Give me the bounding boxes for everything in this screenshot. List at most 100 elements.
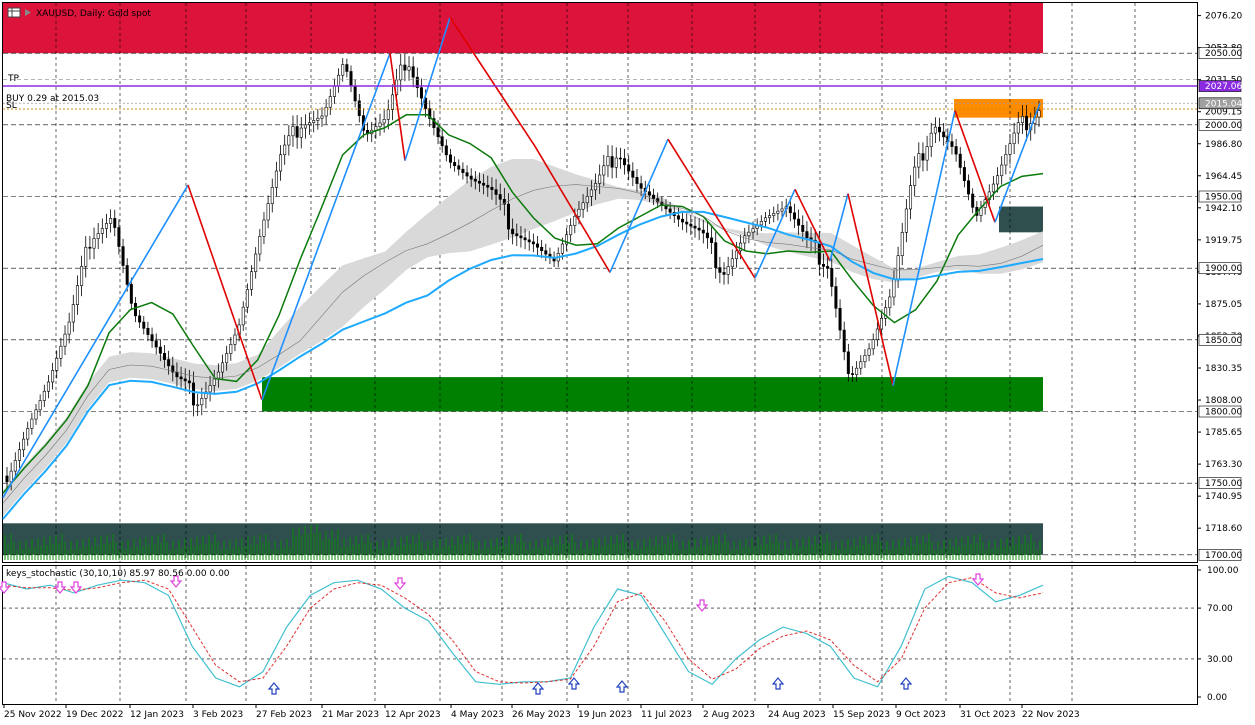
candle-body: [1025, 115, 1029, 131]
candle-body: [850, 373, 854, 375]
candle-body: [602, 165, 606, 176]
candle-body: [121, 246, 125, 266]
price-tick-label: 1785.65: [1205, 428, 1242, 438]
candle-body: [962, 167, 966, 182]
price-tick-label: 1875.05: [1205, 300, 1242, 310]
time-label: 4 May 2023: [451, 710, 504, 720]
buy-arrow-icon: [899, 677, 913, 690]
zigzag-segment: [954, 110, 996, 223]
candle-body: [274, 170, 278, 188]
candle-body: [668, 208, 672, 213]
candle-body: [192, 382, 196, 406]
candle-body: [896, 255, 900, 280]
candle-body: [204, 391, 208, 399]
stoch-signal-line: [2, 577, 1044, 684]
zigzag-segment: [449, 16, 536, 147]
candle-body: [759, 220, 763, 226]
candle-body: [75, 285, 79, 305]
candle-body: [382, 119, 386, 124]
level-badge: [1198, 549, 1242, 561]
main-chart-frame[interactable]: [2, 2, 1198, 563]
candle-body: [287, 135, 291, 146]
candle-body: [589, 189, 593, 197]
candle-body: [656, 198, 660, 203]
buy-arrow-icon: [567, 677, 581, 690]
candle-body: [623, 158, 627, 166]
candle-body: [100, 228, 104, 234]
buy-arrow-icon: [615, 680, 629, 693]
ma-cloud: [3, 159, 1043, 517]
candle-body: [502, 199, 506, 205]
ma-blue-line: [2, 210, 1044, 520]
candle-body: [465, 172, 469, 177]
candle-body: [473, 178, 477, 182]
candle-body: [316, 117, 320, 121]
sl-label: SL: [6, 101, 17, 111]
candle-body: [614, 157, 618, 168]
candle-body: [196, 404, 200, 407]
price-tick-label: 1718.60: [1205, 524, 1242, 534]
candle-body: [527, 239, 531, 243]
candle-body: [258, 236, 262, 255]
candle-body: [676, 215, 680, 220]
candle-body: [9, 470, 13, 483]
candle-body: [867, 348, 871, 356]
candle-body: [842, 329, 846, 353]
time-label: 21 Mar 2023: [322, 710, 379, 720]
candle-body: [299, 127, 303, 138]
sell-arrow-icon: [169, 575, 183, 588]
candle-body: [598, 174, 602, 184]
price-tick-label: 2076.20: [1205, 12, 1242, 22]
symbol-menu-icon[interactable]: [7, 7, 21, 18]
candle-body: [461, 168, 465, 173]
level-badge: [1198, 262, 1242, 274]
stoch-tick-label: 70.00: [1207, 604, 1233, 614]
buy-arrow-icon: [267, 682, 281, 695]
candle-body: [925, 146, 929, 161]
candle-body: [457, 165, 461, 170]
candle-body: [320, 115, 324, 119]
candle-body: [84, 246, 88, 267]
candle-body: [245, 289, 249, 308]
candle-body: [996, 175, 1000, 185]
candle-body: [92, 238, 96, 249]
candle-body: [241, 306, 245, 326]
candle-body: [573, 215, 577, 226]
candle-body: [855, 367, 859, 375]
candle-body: [125, 265, 129, 285]
candle-body: [697, 227, 701, 231]
collapse-arrow-icon[interactable]: [25, 9, 31, 16]
level-badge-label: 1750.00: [1205, 479, 1242, 489]
zigzag-segment: [261, 52, 391, 401]
candle-body: [635, 177, 639, 184]
price-tick-label: 2009.15: [1205, 108, 1242, 118]
candle-body: [627, 164, 631, 172]
candle-body: [859, 361, 863, 369]
price-tick-label: 1919.75: [1205, 236, 1242, 246]
candle-body: [212, 378, 216, 386]
candle-body: [490, 186, 494, 190]
ma-green-line: [2, 114, 1044, 494]
candle-body: [332, 85, 336, 97]
candle-body: [714, 242, 718, 268]
candle-body: [154, 340, 158, 348]
candle-body: [34, 409, 38, 420]
level-badge-label: 2050.00: [1205, 49, 1242, 59]
zigzag-segment: [2, 184, 189, 498]
candle-body: [1020, 115, 1024, 124]
candle-body: [544, 250, 548, 255]
candle-body: [610, 156, 614, 168]
candle-body: [179, 376, 183, 380]
time-label: 24 Aug 2023: [768, 710, 826, 720]
time-label: 11 Jul 2023: [641, 710, 692, 720]
candle-body: [606, 156, 610, 167]
candle-body: [875, 328, 879, 340]
grid-layer: [3, 3, 1197, 704]
buy-order-label[interactable]: BUY 0.29 at 2015.03: [6, 94, 99, 104]
level-badge-label: 1800.00: [1205, 408, 1242, 418]
level-badge: [1198, 405, 1242, 418]
candle-body: [378, 122, 382, 127]
indicator-frame[interactable]: [2, 565, 1198, 705]
sell-arrow-icon: [53, 581, 67, 594]
